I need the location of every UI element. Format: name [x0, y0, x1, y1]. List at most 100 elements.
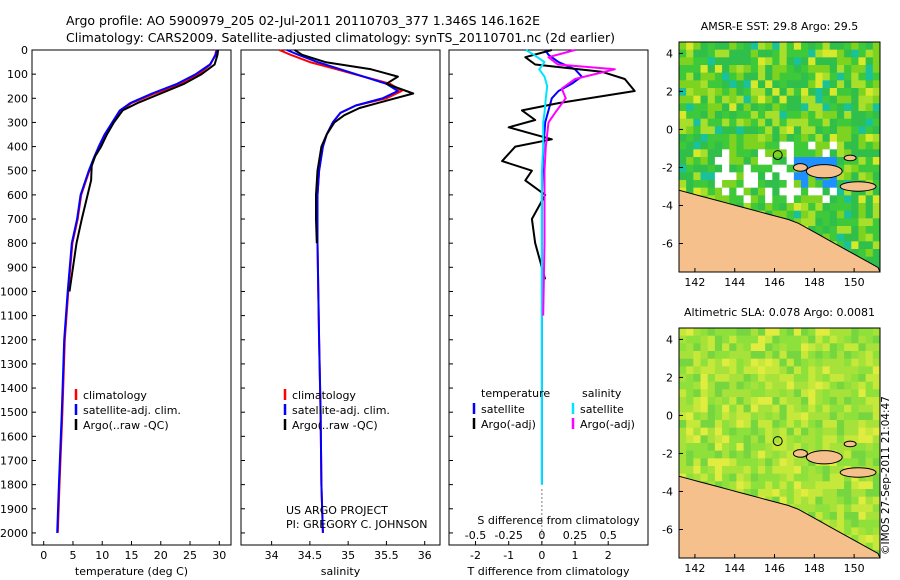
map-cell	[729, 412, 738, 421]
map-cell	[700, 72, 709, 81]
map-cell	[872, 157, 880, 166]
map-cell	[786, 72, 795, 81]
map-cell	[722, 458, 730, 467]
map-cell	[693, 103, 702, 112]
map-cell	[765, 351, 773, 360]
map-cell	[700, 343, 709, 352]
map-cell	[765, 49, 773, 58]
map-cell	[693, 157, 702, 166]
map-cell	[714, 420, 723, 429]
temperature-panel: 0 5 10 15 20 25 30 temperature (deg C) 0 100 200 30…	[0, 44, 232, 578]
map-cell	[829, 42, 838, 51]
map-cell	[765, 65, 773, 74]
map-cell	[772, 397, 781, 406]
map-cell	[858, 103, 867, 112]
map-cell	[757, 80, 766, 89]
map-cell	[808, 57, 816, 66]
map-cell	[851, 249, 860, 258]
map-cell	[858, 42, 867, 51]
map-cell	[743, 351, 752, 360]
map-cell	[772, 126, 781, 135]
map-cell	[722, 381, 730, 390]
map-cell	[729, 157, 738, 166]
map-cell	[865, 187, 874, 196]
map-cell	[707, 49, 716, 58]
map-cell	[686, 458, 694, 467]
map-cell	[722, 111, 730, 120]
y-tick-label: 1400	[0, 382, 28, 395]
map-cell	[808, 412, 816, 421]
map-cell	[793, 118, 802, 127]
map-cell	[793, 157, 802, 166]
map-cell	[801, 149, 809, 158]
map-cell	[757, 187, 766, 196]
map-cell	[851, 343, 860, 352]
map-cell	[686, 420, 694, 429]
map-cell	[844, 80, 852, 89]
map-cell	[679, 172, 687, 181]
map-cell	[801, 49, 809, 58]
map-cell	[686, 42, 694, 51]
map-cell	[808, 420, 816, 429]
map-cell	[779, 180, 788, 189]
map-cell	[757, 443, 766, 452]
map-cell	[772, 57, 781, 66]
map-cell	[808, 489, 816, 498]
map-cell	[736, 412, 745, 421]
map-cell	[707, 80, 716, 89]
map-cell	[822, 435, 831, 444]
map-cell	[679, 164, 687, 173]
map-cell	[722, 404, 730, 413]
map-cell	[865, 427, 874, 436]
map-cell	[822, 157, 831, 166]
map-cell	[801, 343, 809, 352]
map-cell	[808, 42, 816, 51]
map-cell	[779, 111, 788, 120]
map-title: Altimetric SLA: 0.078 Argo: 0.0081	[684, 306, 875, 319]
map-cell	[786, 389, 795, 398]
map-cell	[808, 435, 816, 444]
map-cell	[836, 496, 845, 505]
map-cell	[829, 203, 838, 212]
map-cell	[793, 389, 802, 398]
x-tick-label: 0	[40, 549, 47, 562]
y-tick-label: 2	[666, 371, 673, 384]
map-cell	[772, 149, 781, 158]
map-cell	[801, 88, 809, 97]
map-cell	[750, 88, 759, 97]
map-cell	[714, 473, 723, 482]
map-cell	[872, 249, 880, 258]
map-cell	[808, 389, 816, 398]
map-cell	[686, 404, 694, 413]
map-cell	[865, 241, 874, 250]
map-cell	[679, 435, 687, 444]
map-cell	[714, 427, 723, 436]
map-cell	[858, 57, 867, 66]
map-cell	[693, 80, 702, 89]
map-cell	[865, 443, 874, 452]
map-cell	[772, 435, 781, 444]
island	[805, 450, 843, 465]
map-title: AMSR-E SST: 29.8 Argo: 29.5	[701, 20, 859, 33]
map-cell	[793, 351, 802, 360]
map-cell	[786, 57, 795, 66]
map-cell	[722, 466, 730, 475]
map-cell	[851, 351, 860, 360]
map-cell	[786, 496, 795, 505]
map-cell	[793, 49, 802, 58]
map-cell	[829, 443, 838, 452]
map-cell	[815, 481, 824, 490]
map-cell	[722, 473, 730, 482]
map-cell	[851, 412, 860, 421]
map-cell	[836, 218, 845, 227]
map-cell	[872, 435, 880, 444]
map-cell	[729, 473, 738, 482]
map-cell	[865, 195, 874, 204]
x-tick-label: 5	[69, 549, 76, 562]
map-cell	[750, 404, 759, 413]
map-cell	[722, 88, 730, 97]
map-cell	[872, 335, 880, 344]
map-cell	[865, 420, 874, 429]
map-cell	[808, 473, 816, 482]
map-cell	[722, 42, 730, 51]
